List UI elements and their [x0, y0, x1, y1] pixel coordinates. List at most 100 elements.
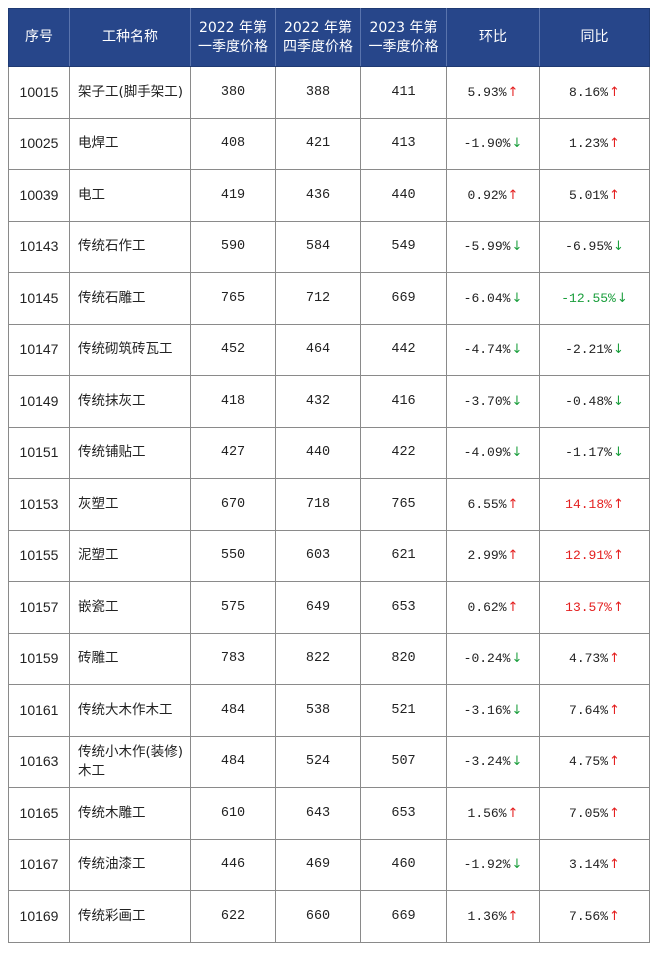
tb-change: 7.05%↑ — [539, 787, 650, 840]
tb-change-value: 1.23% — [569, 136, 609, 152]
hb-change-value: -6.04% — [463, 290, 511, 306]
tb-change: 5.01%↑ — [539, 169, 650, 222]
price-q1-2023: 653 — [360, 581, 447, 634]
header-q1-2023: 2023 年第 一季度价格 — [360, 8, 447, 67]
price-q4-2022: 603 — [275, 529, 361, 582]
hb-change: -1.90%↓ — [446, 117, 540, 170]
price-q1-2022: 484 — [190, 735, 276, 788]
hb-change: -4.74%↓ — [446, 323, 540, 376]
table-row: 10169 传统彩画工 622 660 669 1.36%↑ 7.56%↑ — [8, 890, 650, 943]
arrow-down-icon: ↓ — [511, 393, 523, 409]
price-q4-2022: 464 — [275, 323, 361, 376]
row-id: 10015 — [8, 66, 70, 119]
arrow-up-icon: ↑ — [507, 187, 519, 203]
row-id: 10039 — [8, 169, 70, 222]
price-q1-2022: 550 — [190, 529, 276, 582]
row-id: 10155 — [8, 529, 70, 582]
hb-change: 1.56%↑ — [446, 787, 540, 840]
price-q4-2022: 436 — [275, 169, 361, 222]
price-q1-2023: 765 — [360, 478, 447, 531]
price-q1-2022: 419 — [190, 169, 276, 222]
price-q1-2022: 427 — [190, 426, 276, 479]
table-row: 10159 砖雕工 783 822 820 -0.24%↓ 4.73%↑ — [8, 632, 650, 685]
trade-name: 传统石雕工 — [69, 272, 191, 325]
price-q4-2022: 660 — [275, 890, 361, 943]
trade-name: 传统大木作木工 — [69, 684, 191, 737]
row-id: 10151 — [8, 426, 70, 479]
row-id: 10153 — [8, 478, 70, 531]
tb-change: -6.95%↓ — [539, 220, 650, 273]
price-q4-2022: 469 — [275, 838, 361, 891]
arrow-up-icon: ↑ — [507, 548, 519, 564]
price-q1-2023: 521 — [360, 684, 447, 737]
row-id: 10147 — [8, 323, 70, 376]
trade-name: 传统铺贴工 — [69, 426, 191, 479]
row-id: 10145 — [8, 272, 70, 325]
price-q1-2023: 416 — [360, 375, 447, 428]
tb-change-value: -2.21% — [565, 342, 612, 358]
tb-change-value: 5.01% — [569, 187, 609, 203]
table-row: 10149 传统抹灰工 418 432 416 -3.70%↓ -0.48%↓ — [8, 375, 650, 428]
hb-change-value: 0.62% — [467, 599, 507, 615]
price-q1-2023: 460 — [360, 838, 447, 891]
arrow-up-icon: ↑ — [609, 84, 620, 100]
tb-change: 8.16%↑ — [539, 66, 650, 119]
arrow-down-icon: ↓ — [511, 857, 523, 873]
tb-change-value: 4.73% — [569, 651, 609, 667]
hb-change-value: -4.74% — [463, 342, 511, 358]
hb-change-value: 1.36% — [467, 908, 507, 924]
arrow-down-icon: ↓ — [511, 290, 523, 306]
table-body: 10015 架子工(脚手架工) 380 388 411 5.93%↑ 8.16%↑ 10025… — [8, 66, 650, 943]
hb-change: -4.09%↓ — [446, 426, 540, 479]
hb-change-value: -3.70% — [463, 393, 511, 409]
row-id: 10149 — [8, 375, 70, 428]
hb-change-value: -0.24% — [463, 651, 511, 667]
header-name: 工种名称 — [69, 8, 191, 67]
arrow-up-icon: ↑ — [609, 805, 620, 821]
row-id: 10169 — [8, 890, 70, 943]
trade-name: 灰塑工 — [69, 478, 191, 531]
tb-change: 7.64%↑ — [539, 684, 650, 737]
tb-change-value: 7.56% — [569, 908, 609, 924]
trade-name: 传统木雕工 — [69, 787, 191, 840]
row-id: 10157 — [8, 581, 70, 634]
trade-name: 传统抹灰工 — [69, 375, 191, 428]
arrow-up-icon: ↑ — [507, 84, 519, 100]
price-q1-2022: 670 — [190, 478, 276, 531]
tb-change-value: -0.48% — [565, 393, 612, 409]
hb-change-value: 5.93% — [467, 84, 507, 100]
table-row: 10167 传统油漆工 446 469 460 -1.92%↓ 3.14%↑ — [8, 838, 650, 891]
arrow-down-icon: ↓ — [511, 136, 523, 152]
price-q4-2022: 643 — [275, 787, 361, 840]
arrow-up-icon: ↑ — [612, 548, 624, 564]
hb-change: 5.93%↑ — [446, 66, 540, 119]
table-row: 10157 嵌瓷工 575 649 653 0.62%↑ 13.57%↑ — [8, 581, 650, 634]
hb-change: -3.16%↓ — [446, 684, 540, 737]
price-q1-2023: 820 — [360, 632, 447, 685]
arrow-down-icon: ↓ — [612, 393, 624, 409]
arrow-up-icon: ↑ — [609, 702, 620, 718]
tb-change: 4.73%↑ — [539, 632, 650, 685]
table-row: 10153 灰塑工 670 718 765 6.55%↑ 14.18%↑ — [8, 478, 650, 531]
hb-change-value: -4.09% — [463, 445, 511, 461]
tb-change: 7.56%↑ — [539, 890, 650, 943]
trade-name: 架子工(脚手架工) — [69, 66, 191, 119]
tb-change: 13.57%↑ — [539, 581, 650, 634]
hb-change-value: 1.56% — [467, 805, 507, 821]
arrow-up-icon: ↑ — [612, 599, 624, 615]
header-id: 序号 — [8, 8, 70, 67]
table-row: 10155 泥塑工 550 603 621 2.99%↑ 12.91%↑ — [8, 529, 650, 582]
price-q4-2022: 440 — [275, 426, 361, 479]
price-q1-2023: 653 — [360, 787, 447, 840]
price-q4-2022: 712 — [275, 272, 361, 325]
price-q4-2022: 432 — [275, 375, 361, 428]
price-q1-2022: 408 — [190, 117, 276, 170]
table-row: 10039 电工 419 436 440 0.92%↑ 5.01%↑ — [8, 169, 650, 222]
arrow-up-icon: ↑ — [609, 754, 620, 770]
tb-change: -1.17%↓ — [539, 426, 650, 479]
hb-change: 2.99%↑ — [446, 529, 540, 582]
hb-change: -0.24%↓ — [446, 632, 540, 685]
trade-name: 传统油漆工 — [69, 838, 191, 891]
price-q1-2023: 549 — [360, 220, 447, 273]
header-row: 序号 工种名称 2022 年第 一季度价格 2022 年第 四季度价格 2023… — [8, 8, 650, 67]
